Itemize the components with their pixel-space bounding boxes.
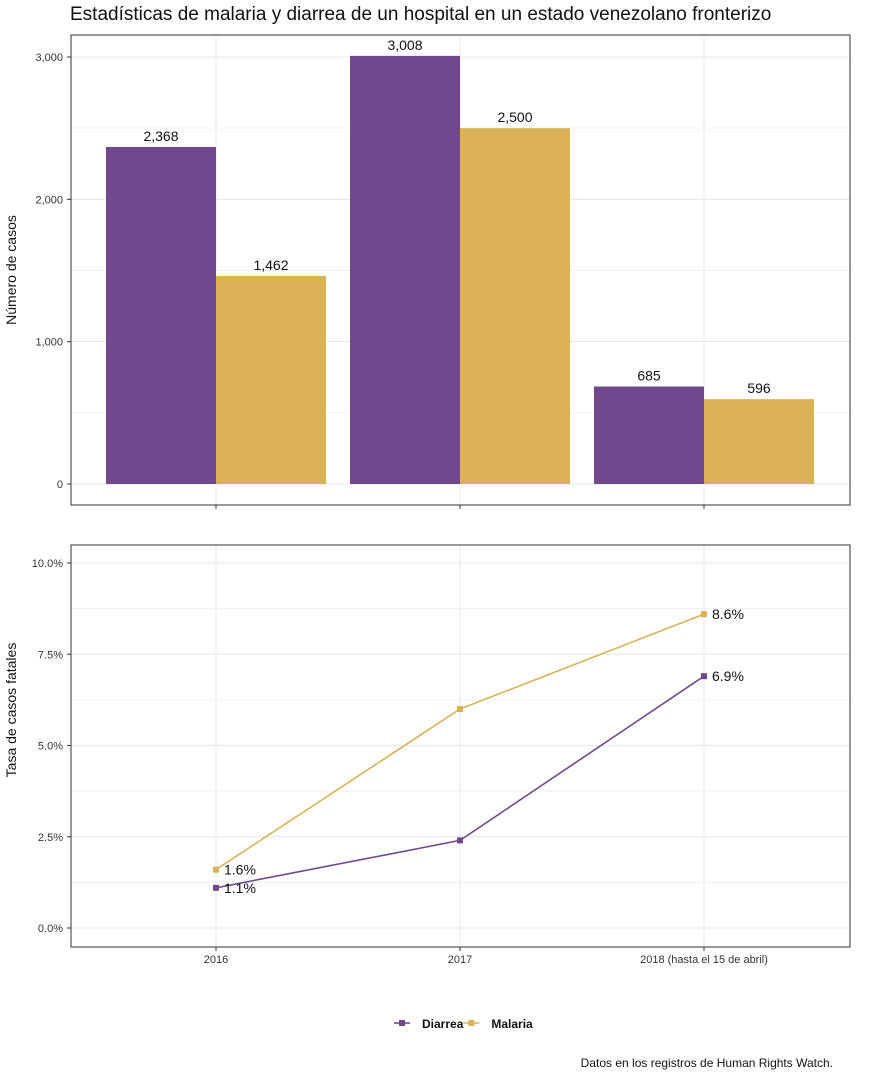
bar-data-label: 2,368 [143, 128, 178, 144]
point-diarrea [457, 837, 463, 844]
point-data-label: 1.1% [224, 880, 256, 896]
y-tick-label: 10.0% [32, 558, 63, 570]
bar-data-label: 685 [637, 368, 661, 384]
bar-malaria [216, 275, 326, 484]
point-data-label: 1.6% [224, 862, 256, 878]
x-tick-label: 2018 (hasta el 15 de abril) [640, 954, 768, 966]
y-tick-label: 7.5% [38, 649, 63, 661]
source-note: Datos en los registros de Human Rights W… [580, 1056, 833, 1070]
bar-data-label: 1,462 [253, 257, 288, 273]
point-malaria [701, 611, 707, 618]
y-tick-label: 0.0% [38, 923, 63, 935]
bar-data-label: 3,008 [387, 37, 422, 53]
bar-diarrea [594, 386, 704, 484]
bar-data-label: 596 [747, 380, 771, 396]
legend-key-point [468, 1020, 475, 1026]
bar-diarrea [350, 55, 460, 485]
y-tick-label: 5.0% [38, 741, 63, 753]
point-diarrea [213, 884, 219, 891]
y-tick-label: 2,000 [35, 194, 63, 206]
point-malaria [457, 706, 463, 712]
y-axis-label: Número de casos [3, 215, 19, 325]
y-tick-label: 3,000 [35, 52, 63, 64]
y-tick-label: 0 [57, 479, 63, 491]
legend-label-diarrea: Diarrea [422, 1017, 464, 1031]
bar-data-label: 2,500 [497, 109, 532, 125]
bar-malaria [460, 128, 570, 484]
point-malaria [213, 866, 219, 873]
point-data-label: 8.6% [712, 606, 744, 622]
x-tick-label: 2016 [204, 954, 228, 966]
chart-title: Estadísticas de malaria y diarrea de un … [70, 4, 772, 25]
bar-malaria [704, 399, 814, 484]
y-axis-label: Tasa de casos fatales [3, 643, 19, 778]
y-tick-label: 2.5% [38, 832, 63, 844]
point-diarrea [701, 673, 707, 680]
bar-diarrea [106, 146, 216, 485]
point-data-label: 6.9% [712, 668, 744, 684]
legend-key-point [399, 1020, 405, 1026]
y-tick-label: 1,000 [35, 337, 63, 349]
x-tick-label: 2017 [448, 954, 472, 966]
legend-label-malaria: Malaria [491, 1017, 533, 1031]
